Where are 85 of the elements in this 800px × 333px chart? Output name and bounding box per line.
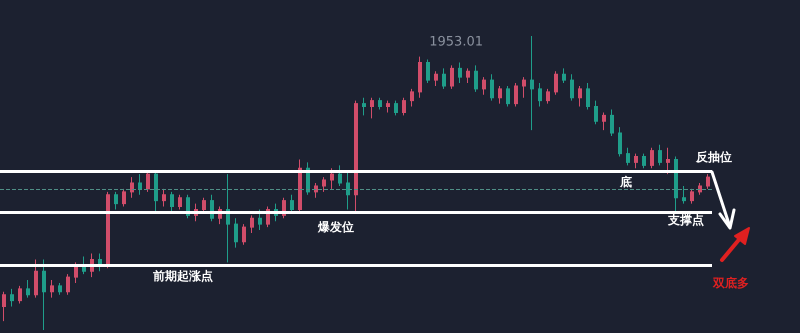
candlestick bbox=[394, 100, 398, 116]
candlestick bbox=[66, 274, 70, 296]
candlestick bbox=[450, 64, 454, 90]
candlestick bbox=[138, 174, 142, 196]
candlestick bbox=[290, 194, 294, 213]
candlestick bbox=[402, 97, 406, 116]
candlestick bbox=[370, 97, 374, 119]
candlestick bbox=[34, 258, 38, 298]
candlestick bbox=[690, 188, 694, 204]
candlestick bbox=[442, 68, 446, 90]
candlestick bbox=[562, 68, 566, 84]
candlestick bbox=[490, 74, 494, 102]
candlestick bbox=[594, 100, 598, 125]
candlestick bbox=[642, 153, 646, 169]
candlestick bbox=[106, 191, 110, 269]
annotation: 支撑点 bbox=[667, 213, 704, 227]
candlestick bbox=[242, 224, 246, 246]
candlestick bbox=[178, 194, 182, 210]
candlestick bbox=[674, 156, 678, 213]
candlestick bbox=[354, 100, 358, 213]
candlestick bbox=[666, 147, 670, 175]
candlestick bbox=[682, 185, 686, 204]
candlestick bbox=[602, 112, 606, 131]
candlestick bbox=[298, 158, 302, 213]
candlestick bbox=[386, 100, 390, 113]
candlestick bbox=[122, 188, 126, 208]
candlestick bbox=[162, 188, 166, 208]
candlestick bbox=[426, 59, 430, 84]
candlestick bbox=[170, 191, 174, 213]
candlestick bbox=[154, 170, 158, 213]
candlestick bbox=[362, 97, 366, 116]
annotation: 反抽位 bbox=[695, 150, 732, 164]
candlestick bbox=[146, 170, 150, 192]
candlestick bbox=[42, 258, 46, 330]
candlestick bbox=[378, 97, 382, 110]
candlestick bbox=[130, 176, 134, 198]
candlestick bbox=[202, 197, 206, 213]
annotation: 爆发位 bbox=[317, 220, 354, 234]
candlestick bbox=[418, 56, 422, 98]
candlestick bbox=[2, 291, 6, 322]
candlestick bbox=[474, 64, 478, 92]
candlestick bbox=[18, 285, 22, 304]
annotation: 底 bbox=[619, 175, 632, 189]
candlestick bbox=[410, 88, 414, 108]
candlestick bbox=[338, 164, 342, 186]
candlestick bbox=[706, 174, 710, 190]
candlestick bbox=[458, 62, 462, 84]
candlestick bbox=[626, 147, 630, 166]
annotation: 1953.01 bbox=[429, 34, 483, 50]
candlestick bbox=[482, 76, 486, 96]
annotation: 前期起涨点 bbox=[152, 269, 213, 283]
candlestick bbox=[434, 70, 438, 86]
candlestick bbox=[546, 88, 550, 104]
candlestick bbox=[26, 280, 30, 298]
candlestick bbox=[538, 82, 542, 108]
candlestick bbox=[530, 36, 534, 131]
candlestick bbox=[74, 262, 78, 284]
candlestick bbox=[234, 218, 238, 248]
candlestick bbox=[322, 176, 326, 192]
candlestick bbox=[522, 76, 526, 98]
candlestick bbox=[226, 174, 230, 263]
candlestick bbox=[114, 191, 118, 210]
candlestick bbox=[50, 280, 54, 298]
candlestick bbox=[466, 68, 470, 84]
candlestick bbox=[586, 82, 590, 110]
candlestick bbox=[634, 153, 638, 169]
candlestick bbox=[610, 109, 614, 136]
candlestick bbox=[578, 85, 582, 108]
candlestick bbox=[514, 82, 518, 108]
candlestick bbox=[554, 70, 558, 96]
candlestick bbox=[330, 168, 334, 190]
candlestick bbox=[498, 85, 502, 104]
text: 双底多 bbox=[712, 276, 749, 290]
candlestick bbox=[650, 147, 654, 169]
candlestick bbox=[250, 214, 254, 234]
candlestick bbox=[570, 74, 574, 102]
candlestick bbox=[258, 208, 262, 231]
candlestick bbox=[10, 288, 14, 307]
candlestick bbox=[314, 182, 318, 198]
candlestick bbox=[618, 126, 622, 158]
candlestick bbox=[506, 85, 510, 108]
candlestick bbox=[58, 282, 62, 296]
candlestick bbox=[658, 144, 662, 166]
candlestick bbox=[698, 182, 702, 196]
candlestick bbox=[346, 170, 350, 210]
